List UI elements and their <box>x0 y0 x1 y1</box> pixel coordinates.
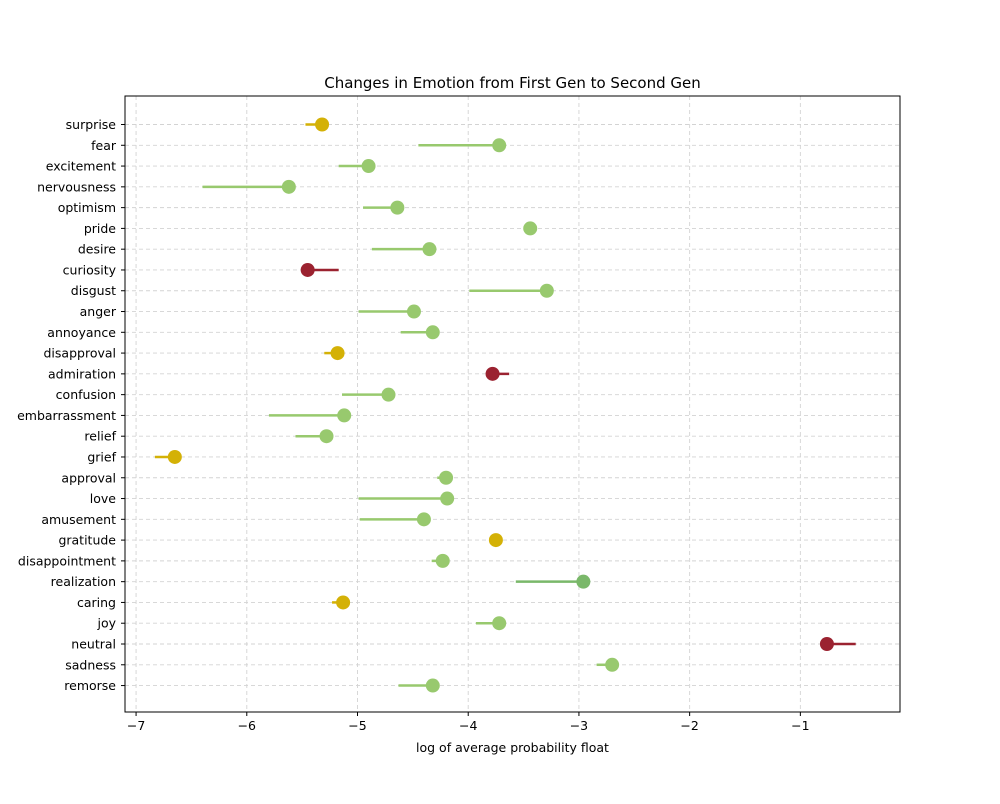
y-axis: surprise fear excitement nervousness optimis… <box>17 117 125 693</box>
second-gen-point-sadness <box>605 657 620 672</box>
y-tick-label-admiration: admiration <box>48 366 116 381</box>
y-tick-label-annoyance: annoyance <box>47 325 116 340</box>
y-tick-label-anger: anger <box>80 304 117 319</box>
segment-layer <box>154 123 856 687</box>
y-tick-label-surprise: surprise <box>66 117 117 132</box>
second-gen-point-optimism <box>390 200 405 215</box>
x-tick-label: −3 <box>570 718 588 733</box>
y-tick-label-neutral: neutral <box>71 637 116 652</box>
second-gen-point-disapproval <box>330 346 345 361</box>
second-gen-point-excitement <box>361 159 376 174</box>
second-gen-point-grief <box>167 449 182 464</box>
y-tick-label-remorse: remorse <box>64 678 116 693</box>
second-gen-point-joy <box>492 616 507 631</box>
y-tick-label-optimism: optimism <box>58 200 116 215</box>
second-gen-point-neutral <box>819 637 834 651</box>
y-tick-label-joy: joy <box>96 616 116 631</box>
second-gen-point-relief <box>319 429 334 444</box>
y-tick-label-pride: pride <box>84 221 116 236</box>
x-axis: −7 −6 −5 −4 −3 −2 −1 <box>127 712 810 733</box>
x-tick-label: −5 <box>348 718 366 733</box>
second-gen-point-disgust <box>539 283 554 298</box>
second-gen-point-desire <box>422 242 437 257</box>
grid-layer <box>125 96 900 712</box>
second-gen-point-remorse <box>425 678 440 693</box>
y-tick-label-fear: fear <box>91 138 117 153</box>
x-tick-label: −2 <box>680 718 698 733</box>
y-tick-label-desire: desire <box>78 242 116 257</box>
chart-title: Changes in Emotion from First Gen to Sec… <box>324 74 701 92</box>
x-tick-label: −4 <box>459 718 477 733</box>
second-gen-point-curiosity <box>300 262 315 277</box>
y-tick-label-love: love <box>90 491 117 506</box>
x-tick-label: −7 <box>127 718 145 733</box>
second-gen-point-confusion <box>381 387 396 402</box>
y-tick-label-embarrassment: embarrassment <box>17 408 116 423</box>
y-tick-label-disgust: disgust <box>71 283 116 298</box>
y-tick-label-amusement: amusement <box>41 512 116 527</box>
marker-layer <box>167 117 834 693</box>
second-gen-point-pride <box>523 221 538 236</box>
y-tick-label-approval: approval <box>61 470 116 485</box>
y-tick-label-excitement: excitement <box>46 159 116 174</box>
second-gen-point-anger <box>406 304 421 319</box>
second-gen-point-amusement <box>416 512 431 527</box>
y-tick-label-caring: caring <box>77 595 116 610</box>
second-gen-point-approval <box>439 470 454 485</box>
second-gen-point-embarrassment <box>337 408 352 423</box>
second-gen-point-disappointment <box>435 553 450 568</box>
y-tick-label-gratitude: gratitude <box>58 533 116 548</box>
y-tick-label-grief: grief <box>87 449 116 464</box>
second-gen-point-caring <box>336 595 351 610</box>
y-tick-label-nervousness: nervousness <box>37 179 116 194</box>
second-gen-point-realization <box>576 574 591 589</box>
second-gen-point-surprise <box>315 117 330 132</box>
x-tick-label: −1 <box>791 718 809 733</box>
y-tick-label-curiosity: curiosity <box>63 262 117 277</box>
y-tick-label-disapproval: disapproval <box>44 346 117 361</box>
x-tick-label: −6 <box>238 718 256 733</box>
second-gen-point-fear <box>492 138 507 153</box>
second-gen-point-nervousness <box>281 179 296 194</box>
second-gen-point-gratitude <box>488 533 503 548</box>
x-axis-title: log of average probability float <box>416 740 609 755</box>
second-gen-point-admiration <box>485 366 500 381</box>
y-tick-label-realization: realization <box>51 574 116 589</box>
second-gen-point-annoyance <box>425 325 440 340</box>
plot-frame <box>124 95 901 713</box>
y-tick-label-confusion: confusion <box>56 387 116 402</box>
y-tick-label-sadness: sadness <box>65 657 116 672</box>
y-tick-label-relief: relief <box>84 429 116 444</box>
y-tick-label-disappointment: disappointment <box>18 553 116 568</box>
second-gen-point-love <box>440 491 455 506</box>
